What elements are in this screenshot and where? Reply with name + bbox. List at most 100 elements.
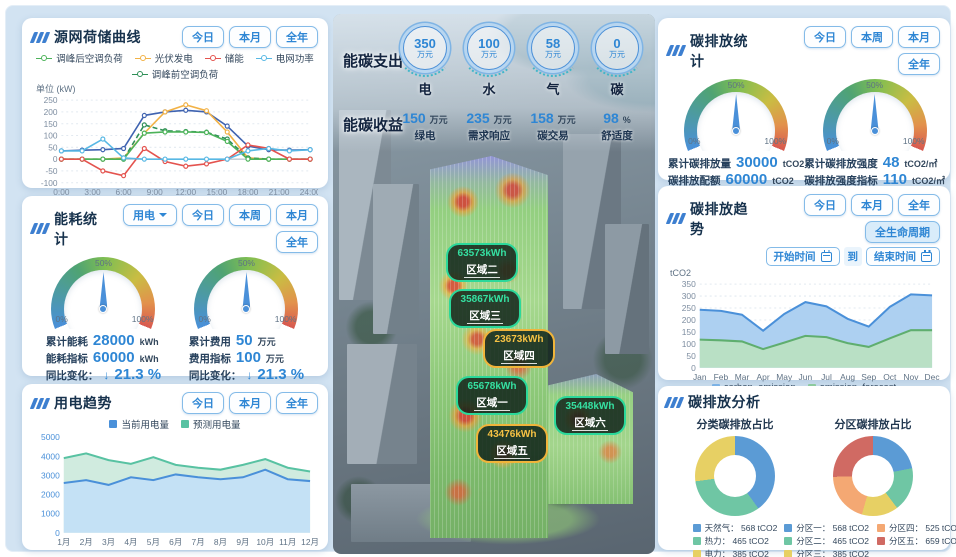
gauge-label-0: 0% bbox=[688, 136, 701, 146]
donut-title-category: 分类碳排放占比 bbox=[696, 419, 774, 431]
button-label: 本周 bbox=[239, 210, 261, 222]
gauge-stats: 累计费用 50 万元 费用指标 100 万元 同比变化： ↓ 21.3 % bbox=[189, 333, 304, 384]
stat-label: 累计碳排放强度 bbox=[804, 158, 878, 170]
zone-energy-value: 43476kWh bbox=[487, 429, 537, 440]
gauge-label-100: 100% bbox=[902, 136, 925, 146]
button-本月[interactable]: 本月 bbox=[898, 26, 940, 48]
gauge-stats: 累计能耗 28000 kWh 能耗指标 60000 kWh 同比变化： ↓ 21.3 % bbox=[46, 333, 161, 384]
income-label: 能碳收益 bbox=[343, 117, 404, 134]
zone-energy-value: 65678kWh bbox=[467, 381, 517, 392]
stat-label: 累计碳排放量 bbox=[668, 158, 731, 170]
panel-title: 能耗统计 bbox=[54, 210, 98, 247]
zone-pill-区域四[interactable]: 23673kWh 区域四 bbox=[483, 329, 555, 368]
gauge-label-100: 100% bbox=[131, 314, 154, 324]
button-本月[interactable]: 本月 bbox=[229, 392, 271, 414]
expense-item-电: 350 万元电 bbox=[395, 26, 455, 98]
zone-pill-区域五[interactable]: 43476kWh 区域五 bbox=[476, 424, 548, 463]
svg-text:Dec: Dec bbox=[925, 372, 940, 382]
button-label: 本月 bbox=[286, 210, 308, 222]
zone-energy-value: 63573kWh bbox=[457, 248, 507, 259]
svg-text:10月: 10月 bbox=[256, 537, 274, 547]
stat-unit: tCO2 bbox=[772, 176, 794, 186]
button-今日[interactable]: 今日 bbox=[182, 204, 224, 226]
expense-name: 水 bbox=[482, 82, 496, 97]
legend-item-调峰后空调负荷[interactable]: 调峰后空调负荷 bbox=[36, 51, 123, 65]
svg-text:150: 150 bbox=[44, 119, 58, 129]
button-label: 全年 bbox=[908, 200, 930, 212]
button-今日[interactable]: 今日 bbox=[804, 26, 846, 48]
income-item-舒适度: 98 % 舒适度 bbox=[587, 110, 647, 143]
legend-item-调峰前空调负荷[interactable]: 调峰前空调负荷 bbox=[131, 67, 219, 81]
button-全年[interactable]: 全年 bbox=[898, 53, 940, 75]
start-date-picker[interactable]: 开始时间 bbox=[765, 247, 840, 266]
svg-text:3:00: 3:00 bbox=[84, 187, 100, 197]
zone-pill-区域三[interactable]: 35867kWh 区域三 bbox=[449, 289, 521, 328]
button-今日[interactable]: 今日 bbox=[182, 392, 224, 414]
dropdown-用电[interactable]: 用电 bbox=[123, 204, 177, 226]
button-本月[interactable]: 本月 bbox=[229, 26, 271, 48]
button-全年[interactable]: 全年 bbox=[898, 194, 940, 216]
svg-text:0: 0 bbox=[691, 363, 696, 373]
energy-stats-buttons: 用电 今日 本周 本月全年 bbox=[110, 204, 318, 253]
stat-value: 60000 bbox=[92, 349, 135, 366]
svg-text:0: 0 bbox=[55, 528, 60, 538]
zone-name: 区域四 bbox=[501, 350, 537, 364]
svg-text:Jul: Jul bbox=[821, 372, 832, 382]
button-今日[interactable]: 今日 bbox=[804, 194, 846, 216]
arrow-down-icon: ↓ bbox=[246, 368, 253, 382]
button-全生命周期[interactable]: 全生命周期 bbox=[865, 221, 940, 243]
stat-value: 48 bbox=[882, 154, 900, 171]
stat-unit: kWh bbox=[139, 354, 159, 364]
expense-item-水: 100 万元水 bbox=[459, 26, 519, 98]
legend-item-预测用电量[interactable]: 预测用电量 bbox=[181, 417, 241, 431]
legend-item-当前用电量[interactable]: 当前用电量 bbox=[109, 417, 169, 431]
button-全年[interactable]: 全年 bbox=[276, 231, 318, 253]
svg-text:18:00: 18:00 bbox=[238, 187, 259, 197]
button-全年[interactable]: 全年 bbox=[276, 392, 318, 414]
legend-item-储能[interactable]: 储能 bbox=[204, 51, 244, 65]
stat-label: 费用指标 bbox=[188, 353, 231, 365]
gauge: 0% 50% 100% 累计费用 50 万元 费用指标 100 万元 同比变化： ↓ 21.3 % bbox=[189, 257, 304, 384]
svg-text:4000: 4000 bbox=[41, 451, 60, 461]
gauge-stat-row: 累计能耗 28000 kWh bbox=[46, 333, 161, 350]
svg-text:Jan: Jan bbox=[693, 372, 707, 382]
button-本周[interactable]: 本周 bbox=[229, 204, 271, 226]
gauge-label-0: 0% bbox=[55, 314, 68, 324]
legend-label: 电力： 385 tCO2 bbox=[704, 549, 769, 557]
legend-item-电网功率[interactable]: 电网功率 bbox=[255, 51, 314, 65]
income-unit: 万元 bbox=[429, 115, 448, 125]
button-本周[interactable]: 本周 bbox=[851, 26, 893, 48]
zone-pill-区域六[interactable]: 35448kWh 区域六 bbox=[554, 396, 626, 435]
button-全年[interactable]: 全年 bbox=[276, 26, 318, 48]
legend-label: 分区三： 385 tCO2 bbox=[796, 549, 869, 557]
stat-unit: tCO2 bbox=[782, 159, 805, 169]
panel-carbon-stats: 碳排放统计 今日 本周 本月 全年 0% 50% 100% 累计碳排放量 30000 tCO2 碳… bbox=[658, 18, 950, 205]
income-item-绿电: 150 万元 绿电 bbox=[395, 110, 455, 143]
end-date-picker[interactable]: 结束时间 bbox=[866, 247, 940, 266]
legend-label: 分区一： 568 tCO2 bbox=[796, 523, 869, 533]
button-本月[interactable]: 本月 bbox=[276, 204, 318, 226]
button-本月[interactable]: 本月 bbox=[851, 194, 893, 216]
y-axis-unit-label: tCO2 bbox=[670, 268, 692, 278]
panel-slashes-icon bbox=[29, 223, 51, 234]
zone-pill-区域二[interactable]: 63573kWh 区域二 bbox=[446, 243, 518, 282]
stat-label: 碳排放配额 bbox=[668, 175, 721, 187]
gauge-center-dot bbox=[870, 127, 879, 135]
legend-item-光伏发电[interactable]: 光伏发电 bbox=[134, 51, 193, 65]
legend-label: 调峰前空调负荷 bbox=[151, 70, 219, 81]
stat-unit: tCO2/㎡ bbox=[911, 176, 945, 186]
zone-energy-value: 23673kWh bbox=[494, 334, 544, 345]
gauge-needle bbox=[870, 94, 879, 131]
button-今日[interactable]: 今日 bbox=[182, 26, 224, 48]
zone-name: 区域一 bbox=[474, 397, 510, 411]
svg-text:Apr: Apr bbox=[757, 372, 770, 382]
zone-pill-区域一[interactable]: 65678kWh 区域一 bbox=[456, 376, 528, 415]
button-label: 本月 bbox=[239, 32, 261, 44]
button-label: 今日 bbox=[192, 210, 214, 222]
income-item-碳交易: 158 万元 碳交易 bbox=[523, 110, 583, 143]
stat-value: 30000 bbox=[736, 154, 778, 171]
expense-value: 100 bbox=[478, 36, 500, 51]
city-building bbox=[373, 184, 419, 334]
svg-text:350: 350 bbox=[682, 279, 696, 289]
